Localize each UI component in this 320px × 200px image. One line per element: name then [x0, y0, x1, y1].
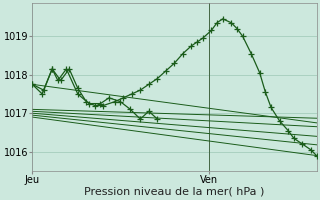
X-axis label: Pression niveau de la mer( hPa ): Pression niveau de la mer( hPa ) — [84, 187, 265, 197]
